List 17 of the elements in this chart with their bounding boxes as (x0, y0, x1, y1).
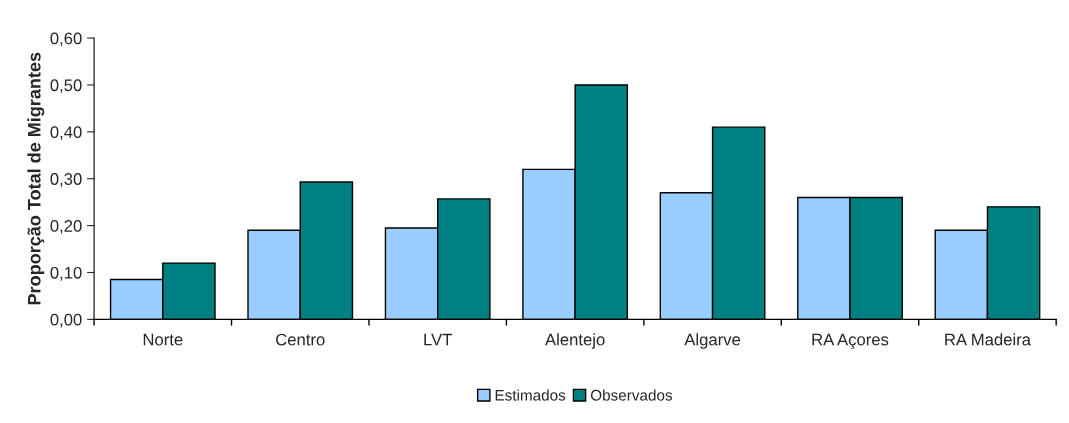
y-tick-label: 0,30 (50, 173, 82, 187)
y-tick-label: 0,20 (50, 220, 82, 234)
y-tick-label: 0,50 (50, 79, 82, 94)
x-tick-label: Alentejo (545, 333, 605, 349)
y-tick-label: 0,40 (50, 126, 82, 141)
y-tick-label: 0,60 (50, 32, 82, 47)
x-tick-label: LVT (424, 333, 452, 346)
x-tick-label: Algarve (684, 333, 741, 349)
x-tick-label: RA Madeira (945, 333, 1031, 346)
y-tick-label: 0,10 (50, 266, 82, 281)
y-axis-title: Proporção Total de Migrantes (27, 52, 45, 305)
x-tick-label: Centro (276, 333, 325, 346)
legend-label: Estimados (495, 389, 566, 401)
x-tick-label: Norte (143, 333, 183, 346)
legend-label: Observados (590, 389, 673, 401)
y-tick-label: 0,00 (50, 313, 82, 328)
x-tick-label: RA Açores (812, 333, 889, 349)
